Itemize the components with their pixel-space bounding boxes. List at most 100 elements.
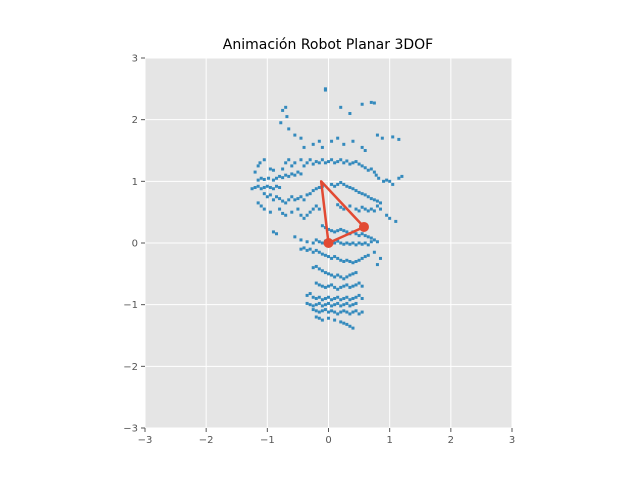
scatter-point xyxy=(345,322,349,326)
scatter-point xyxy=(305,193,309,197)
scatter-point xyxy=(351,310,355,314)
scatter-point xyxy=(366,168,370,172)
scatter-point xyxy=(281,211,285,215)
scatter-point xyxy=(336,182,340,186)
scatter-point xyxy=(323,271,327,275)
scatter-point xyxy=(351,139,355,143)
scatter-point xyxy=(351,326,355,330)
scatter-point xyxy=(299,247,303,251)
scatter-point xyxy=(268,167,272,171)
scatter-point xyxy=(351,261,355,265)
scatter-point xyxy=(345,230,349,234)
scatter-point xyxy=(262,158,266,162)
scatter-point xyxy=(357,241,361,245)
scatter-point xyxy=(268,210,272,214)
scatter-point xyxy=(317,316,321,320)
robot-joint-marker xyxy=(358,221,369,232)
scatter-point xyxy=(354,160,358,164)
scatter-point xyxy=(258,161,262,165)
scatter-point xyxy=(327,227,330,231)
scatter-point xyxy=(330,229,334,233)
scatter-point xyxy=(378,256,382,260)
scatter-point xyxy=(314,297,318,300)
chart-title: Animación Robot Planar 3DOF xyxy=(223,37,433,53)
scatter-point xyxy=(320,298,324,302)
scatter-point xyxy=(348,273,352,277)
scatter-point xyxy=(314,303,318,307)
scatter-point xyxy=(311,142,315,146)
scatter-point xyxy=(317,139,321,143)
robot-joint-marker xyxy=(323,238,334,248)
scatter-point xyxy=(357,234,361,238)
scatter-point xyxy=(345,184,349,188)
scatter-point xyxy=(360,297,364,300)
scatter-point xyxy=(366,209,370,213)
scatter-point xyxy=(275,232,279,236)
scatter-point xyxy=(348,162,352,166)
scatter-point xyxy=(293,133,297,137)
scatter-point xyxy=(342,303,346,307)
scatter-point xyxy=(275,184,279,188)
scatter-point xyxy=(317,161,321,165)
scatter-point xyxy=(369,197,373,201)
scatter-point xyxy=(320,309,324,313)
scatter-point xyxy=(342,309,346,313)
scatter-point xyxy=(388,216,392,220)
scatter-point xyxy=(363,149,367,152)
scatter-point xyxy=(333,310,337,314)
scatter-point xyxy=(320,145,324,149)
scatter-point xyxy=(327,160,330,164)
scatter-point xyxy=(314,248,318,252)
scatter-point xyxy=(333,161,337,165)
scatter-point xyxy=(378,201,382,205)
scatter-point xyxy=(354,309,358,313)
scatter-point xyxy=(305,301,309,305)
scatter-point xyxy=(366,235,370,239)
scatter-point xyxy=(348,242,352,246)
scatter-point xyxy=(363,207,367,211)
scatter-point xyxy=(302,164,306,168)
scatter-point xyxy=(342,297,346,300)
scatter-point xyxy=(262,192,266,196)
scatter-point xyxy=(363,234,367,238)
scatter-point xyxy=(317,240,321,244)
scatter-point xyxy=(305,213,309,217)
scatter-point xyxy=(369,167,373,171)
scatter-point xyxy=(388,179,392,183)
scatter-point xyxy=(323,308,327,312)
robot-arm-links xyxy=(319,180,366,245)
scatter-point xyxy=(348,186,352,189)
scatter-point xyxy=(305,240,309,244)
scatter-point xyxy=(299,195,303,199)
scatter-point xyxy=(333,318,337,322)
scatter-point xyxy=(336,301,340,305)
scatter-point xyxy=(345,295,349,299)
scatter-point xyxy=(293,198,297,202)
scatter-point xyxy=(308,292,312,296)
scatter-point xyxy=(360,310,364,314)
scatter-point xyxy=(327,295,330,299)
scatter-point xyxy=(302,246,306,250)
scatter-point xyxy=(348,285,352,289)
scatter-point xyxy=(382,179,386,183)
scatter-point xyxy=(308,192,312,196)
scatter-point xyxy=(400,174,404,178)
scatter-point xyxy=(348,260,352,263)
scatter-point xyxy=(345,310,349,314)
scatter-point xyxy=(296,207,300,211)
scatter-point xyxy=(317,250,321,254)
scatter-point xyxy=(302,198,306,202)
scatter-point xyxy=(357,281,361,285)
scatter-point xyxy=(299,158,303,162)
scatter-point xyxy=(250,187,254,191)
scatter-point xyxy=(354,295,358,299)
scatter-point xyxy=(271,198,275,202)
scatter-point xyxy=(375,133,379,137)
scatter-point xyxy=(357,209,361,213)
scatter-point xyxy=(357,162,361,166)
scatter-point xyxy=(253,170,257,174)
scatter-point xyxy=(314,264,318,268)
scatter-point xyxy=(320,284,324,288)
scatter-point xyxy=(369,100,373,104)
scatter-point xyxy=(342,284,346,288)
